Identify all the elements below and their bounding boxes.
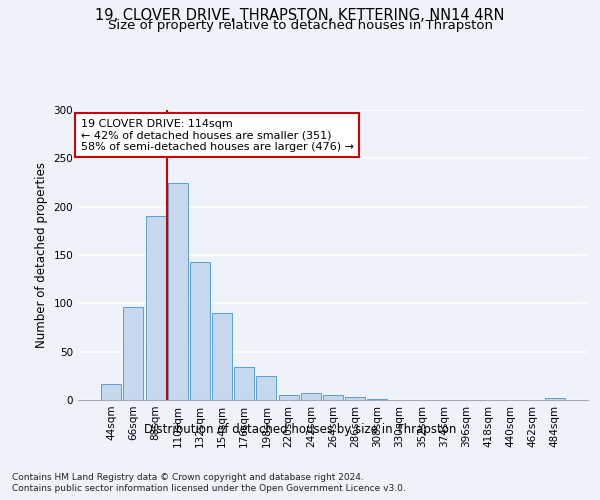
Bar: [190, 262, 210, 400]
Text: Distribution of detached houses by size in Thrapston: Distribution of detached houses by size …: [144, 422, 456, 436]
Bar: [168, 184, 188, 400]
Text: 19, CLOVER DRIVE, THRAPSTON, KETTERING, NN14 4RN: 19, CLOVER DRIVE, THRAPSTON, KETTERING, …: [95, 8, 505, 22]
Bar: [345, 397, 365, 400]
Text: Size of property relative to detached houses in Thrapston: Size of property relative to detached ho…: [107, 18, 493, 32]
Bar: [101, 384, 121, 400]
Bar: [212, 313, 232, 400]
Bar: [278, 395, 299, 400]
Y-axis label: Number of detached properties: Number of detached properties: [35, 162, 48, 348]
Text: Contains public sector information licensed under the Open Government Licence v3: Contains public sector information licen…: [12, 484, 406, 493]
Text: Contains HM Land Registry data © Crown copyright and database right 2024.: Contains HM Land Registry data © Crown c…: [12, 472, 364, 482]
Bar: [367, 399, 388, 400]
Text: 19 CLOVER DRIVE: 114sqm
← 42% of detached houses are smaller (351)
58% of semi-d: 19 CLOVER DRIVE: 114sqm ← 42% of detache…: [80, 118, 353, 152]
Bar: [124, 307, 143, 400]
Bar: [234, 367, 254, 400]
Bar: [301, 393, 321, 400]
Bar: [146, 216, 166, 400]
Bar: [323, 395, 343, 400]
Bar: [545, 398, 565, 400]
Bar: [256, 376, 277, 400]
